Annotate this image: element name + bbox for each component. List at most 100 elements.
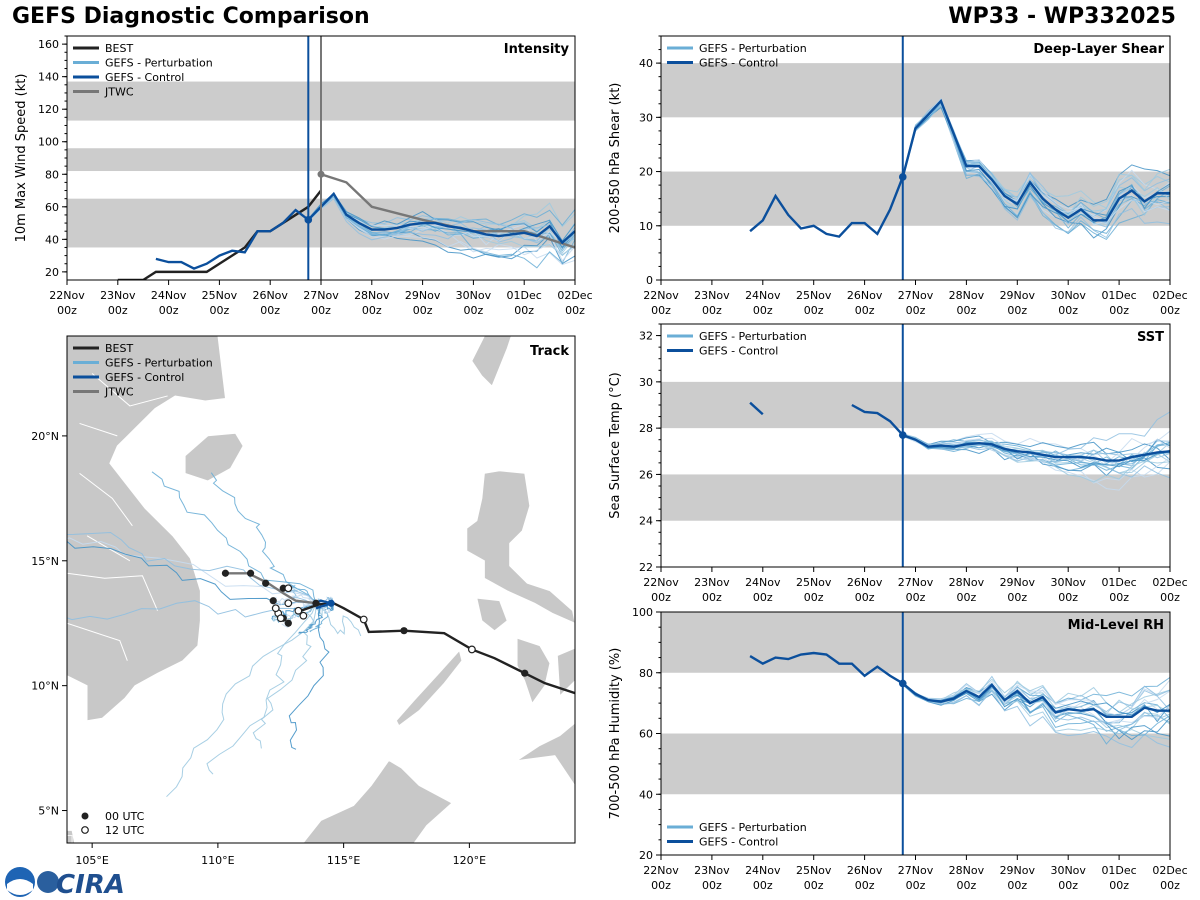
intensity-perturbation-line: [307, 197, 575, 245]
best-00utc-marker: [284, 619, 292, 627]
rh-band-0: [661, 733, 1170, 795]
x-tick-hour: 00z: [753, 591, 773, 604]
shear-panel-title: Deep-Layer Shear: [1033, 42, 1164, 57]
x-tick-date: 02Dec: [557, 289, 592, 302]
x-tick-date: 23Nov: [100, 289, 136, 302]
y-tick-label: 60: [639, 728, 653, 741]
best-00utc-marker: [400, 627, 408, 635]
lat-tick-label: 5°N: [38, 805, 59, 818]
mindoro-island: [476, 597, 508, 632]
control-init-marker: [898, 173, 907, 181]
x-tick-date: 28Nov: [949, 289, 985, 302]
control-init-marker: [304, 216, 313, 224]
intensity-panel: 20 40 60 80 100 120 140 160 22Nov 00z 23Nov 00z 24No…: [14, 35, 593, 317]
x-tick-date: 22Nov: [643, 576, 679, 589]
y-tick-label: 22: [639, 561, 653, 574]
perturbation-track: [67, 540, 317, 606]
x-tick-hour: 00z: [1160, 879, 1180, 892]
lat-tick-label: 15°N: [31, 555, 59, 568]
border-line: [79, 472, 133, 527]
perturbation-track: [67, 537, 317, 604]
rh-perturbation-line: [902, 678, 1170, 714]
x-tick-date: 02Dec: [1152, 576, 1187, 589]
jtwc-track-line: [225, 572, 317, 605]
legend-entry: GEFS - Control: [105, 71, 184, 84]
cebu-island: [556, 647, 575, 697]
legend-entry: GEFS - Control: [699, 345, 778, 358]
intensity-perturbation-line: [307, 193, 575, 262]
storm-id-title: WP33 - WP332025: [948, 4, 1176, 29]
visayas-island: [516, 637, 551, 705]
control-line: [749, 651, 1170, 718]
x-tick-hour: 00z: [210, 304, 230, 317]
figure-title: GEFS Diagnostic Comparison: [12, 4, 370, 29]
x-tick-hour: 00z: [514, 304, 534, 317]
rh-legend: GEFS - Perturbation GEFS - Control: [667, 821, 807, 849]
x-tick-date: 25Nov: [202, 289, 238, 302]
palawan-island: [395, 649, 463, 727]
control-line: [749, 98, 1170, 238]
x-tick-date: 30Nov: [1050, 864, 1086, 877]
y-tick-label: 40: [639, 788, 653, 801]
x-tick-hour: 00z: [957, 304, 977, 317]
legend-entry: GEFS - Perturbation: [699, 330, 807, 343]
12utc-legend-marker: [81, 826, 89, 834]
best-00utc-marker: [312, 599, 320, 607]
track-map-area: [67, 336, 575, 843]
x-tick-date: 27Nov: [898, 864, 934, 877]
rh-panel: 20 40 60 80 100 22Nov 00z 23Nov 00z 24Nov 00z 25Nov…: [608, 606, 1188, 892]
rh-panel-title: Mid-Level RH: [1068, 618, 1164, 633]
cira-logo-text: CIRA: [56, 870, 125, 900]
legend-entry: GEFS - Perturbation: [105, 57, 213, 70]
intensity-perturbation-line: [307, 194, 575, 256]
x-tick-hour: 00z: [855, 304, 875, 317]
perturbation-track: [288, 602, 330, 750]
legend-entry: JTWC: [104, 386, 134, 399]
legend-entry: GEFS - Control: [699, 57, 778, 70]
x-tick-hour: 00z: [311, 304, 331, 317]
y-tick-label: 0: [646, 274, 653, 287]
track-frame: [66, 335, 576, 844]
best-12utc-marker: [284, 584, 293, 593]
y-tick-label: 100: [632, 606, 653, 619]
logo-group: CIRA: [5, 867, 125, 900]
perturbation-track: [309, 602, 329, 633]
sst-y-axis-label: Sea Surface Temp (°C): [608, 372, 623, 519]
control-line: [155, 191, 575, 270]
intensity-perturbation-line: [307, 193, 575, 242]
sst-panel: 22 24 26 28 30 32 22Nov 00z 23Nov 00z 24Nov 00z 25No…: [608, 323, 1188, 604]
x-tick-hour: 00z: [1109, 591, 1129, 604]
shear-plot-area: [661, 36, 1170, 280]
hainan-island: [184, 432, 244, 482]
rh-perturbation-line: [902, 684, 1170, 741]
track-panel: 105°E 110°E 115°E 120°E 5°N 10°N 15°N 20°N Track…: [31, 335, 576, 867]
legend-entry: JTWC: [104, 86, 134, 99]
natuna-island: [67, 835, 73, 843]
x-tick-hour: 00z: [651, 304, 671, 317]
legend-entry: BEST: [105, 342, 133, 355]
lon-tick-label: 110°E: [201, 854, 234, 867]
best-12utc-marker: [271, 604, 280, 613]
x-tick-date: 26Nov: [252, 289, 288, 302]
shear-legend: GEFS - Perturbation GEFS - Control: [667, 42, 807, 70]
perturbation-track: [67, 531, 317, 604]
x-tick-date: 25Nov: [796, 864, 832, 877]
border-line: [67, 622, 128, 661]
shear-perturbation-line: [902, 103, 1170, 239]
x-tick-date: 29Nov: [1000, 289, 1036, 302]
x-tick-date: 01Dec: [1101, 289, 1136, 302]
x-tick-hour: 00z: [855, 591, 875, 604]
00utc-legend-label: 00 UTC: [105, 810, 145, 823]
control-init-marker: [898, 679, 907, 688]
sst-legend: GEFS - Perturbation GEFS - Control: [667, 330, 807, 358]
x-tick-hour: 00z: [906, 879, 926, 892]
rh-y-axis-label: 700-500 hPa Humidity (%): [608, 648, 623, 820]
best-12utc-marker: [359, 615, 368, 624]
border-line: [91, 373, 168, 407]
best-00utc-marker: [262, 579, 270, 587]
sst-panel-title: SST: [1137, 330, 1164, 345]
sst-frame: [660, 323, 1171, 568]
